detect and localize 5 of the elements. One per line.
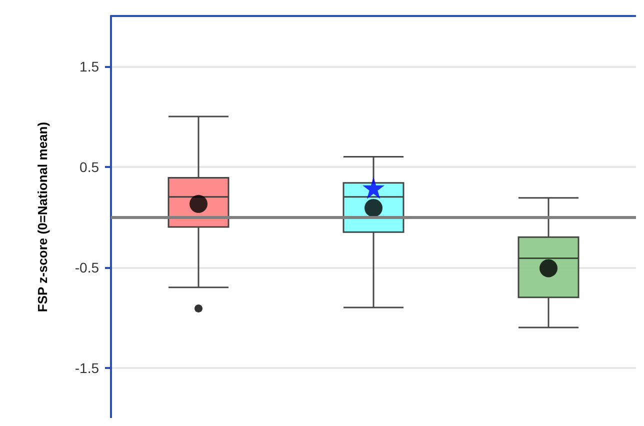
y-tick-label: -0.5 [74,259,100,276]
y-tick-label: 0.5 [80,158,100,175]
y-tick-label: 1.5 [80,58,100,74]
y-tick-label: -1.5 [74,360,100,376]
y-axis-title: FSP z-score (0=National mean) [35,122,50,312]
